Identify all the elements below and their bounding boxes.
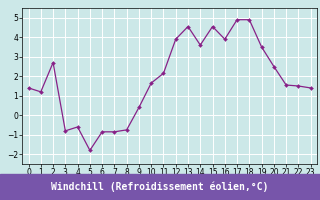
Text: Windchill (Refroidissement éolien,°C): Windchill (Refroidissement éolien,°C) [51,182,269,192]
